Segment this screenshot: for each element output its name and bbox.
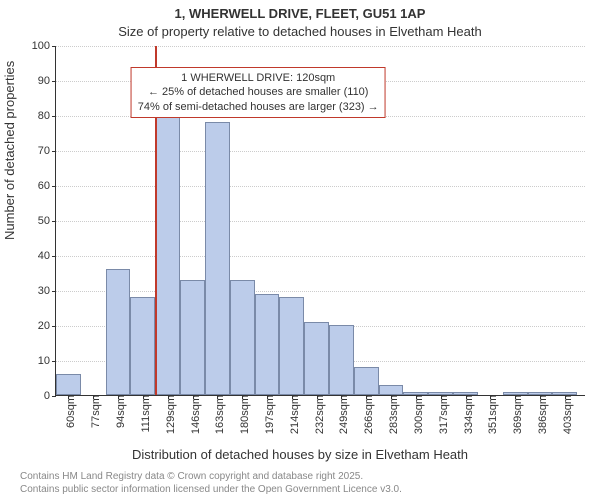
histogram-bar — [354, 367, 379, 395]
xtick-label: 232sqm — [308, 395, 326, 434]
histogram-bar — [279, 297, 304, 395]
ytick-label: 10 — [38, 355, 56, 367]
gridline-h — [56, 151, 585, 152]
ytick-label: 50 — [38, 215, 56, 227]
histogram-bar — [304, 322, 329, 396]
xtick-label: 403sqm — [556, 395, 574, 434]
xtick-label: 94sqm — [109, 395, 127, 428]
xtick-label: 180sqm — [233, 395, 251, 434]
xtick-label: 197sqm — [258, 395, 276, 434]
ytick-label: 80 — [38, 110, 56, 122]
xtick-label: 334sqm — [457, 395, 475, 434]
ytick-label: 60 — [38, 180, 56, 192]
xtick-label: 266sqm — [357, 395, 375, 434]
histogram-bar — [528, 392, 553, 396]
annotation-line: ← 25% of detached houses are smaller (11… — [138, 85, 379, 99]
xtick-label: 214sqm — [283, 395, 301, 434]
histogram-bar — [56, 374, 81, 395]
annotation-box: 1 WHERWELL DRIVE: 120sqm← 25% of detache… — [131, 67, 386, 118]
histogram-bar — [180, 280, 205, 396]
xtick-label: 77sqm — [84, 395, 102, 428]
footer-line: Contains public sector information licen… — [20, 484, 402, 497]
plot-area: 010203040506070809010060sqm77sqm94sqm111… — [55, 46, 585, 396]
xtick-label: 129sqm — [159, 395, 177, 434]
gridline-h — [56, 46, 585, 47]
xtick-label: 351sqm — [481, 395, 499, 434]
chart-container: 1, WHERWELL DRIVE, FLEET, GU51 1AP Size … — [0, 0, 600, 500]
y-axis-label: Number of detached properties — [2, 61, 17, 240]
histogram-bar — [106, 269, 131, 395]
ytick-label: 30 — [38, 285, 56, 297]
histogram-bar — [503, 392, 528, 396]
ytick-label: 40 — [38, 250, 56, 262]
attribution-footer: Contains HM Land Registry data © Crown c… — [20, 471, 402, 496]
gridline-h — [56, 256, 585, 257]
xtick-label: 163sqm — [208, 395, 226, 434]
ytick-label: 70 — [38, 145, 56, 157]
histogram-bar — [453, 392, 478, 396]
ytick-label: 20 — [38, 320, 56, 332]
ytick-label: 90 — [38, 75, 56, 87]
xtick-label: 249sqm — [332, 395, 350, 434]
histogram-bar — [379, 385, 404, 396]
histogram-bar — [329, 325, 354, 395]
footer-line: Contains HM Land Registry data © Crown c… — [20, 471, 402, 484]
xtick-label: 60sqm — [59, 395, 77, 428]
xtick-label: 283sqm — [382, 395, 400, 434]
chart-subtitle: Size of property relative to detached ho… — [0, 24, 600, 39]
histogram-bar — [130, 297, 155, 395]
xtick-label: 111sqm — [134, 395, 152, 433]
histogram-bar — [403, 392, 428, 396]
xtick-label: 300sqm — [407, 395, 425, 434]
ytick-label: 0 — [44, 390, 56, 402]
annotation-line: 1 WHERWELL DRIVE: 120sqm — [138, 71, 379, 85]
annotation-line: 74% of semi-detached houses are larger (… — [138, 100, 379, 114]
xtick-label: 386sqm — [531, 395, 549, 434]
histogram-bar — [205, 122, 230, 395]
histogram-bar — [428, 392, 453, 396]
gridline-h — [56, 221, 585, 222]
xtick-label: 317sqm — [432, 395, 450, 434]
histogram-bar — [230, 280, 255, 396]
x-axis-label: Distribution of detached houses by size … — [0, 447, 600, 462]
ytick-label: 100 — [32, 40, 56, 52]
gridline-h — [56, 291, 585, 292]
histogram-bar — [552, 392, 577, 396]
gridline-h — [56, 186, 585, 187]
xtick-label: 146sqm — [184, 395, 202, 434]
chart-title: 1, WHERWELL DRIVE, FLEET, GU51 1AP — [0, 6, 600, 21]
xtick-label: 369sqm — [506, 395, 524, 434]
histogram-bar — [155, 115, 180, 395]
histogram-bar — [255, 294, 280, 396]
